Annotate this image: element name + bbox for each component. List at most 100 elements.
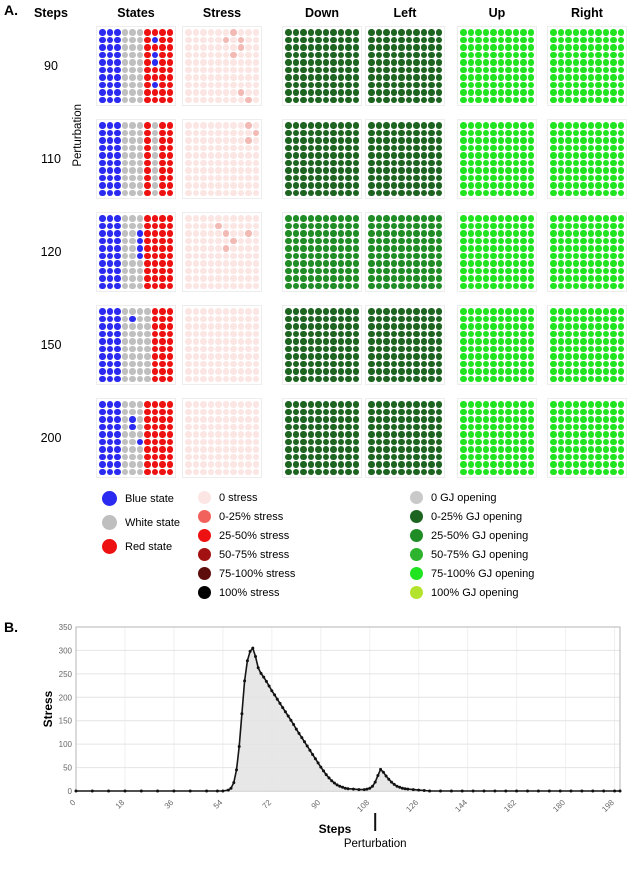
cell-dot bbox=[375, 423, 382, 430]
cell-dot bbox=[337, 137, 344, 144]
cell-dot bbox=[330, 96, 337, 103]
cell-dot bbox=[151, 74, 158, 81]
cell-dot bbox=[337, 275, 344, 282]
cell-dot bbox=[550, 74, 557, 81]
cell-dot bbox=[527, 368, 534, 375]
cell-dot bbox=[330, 360, 337, 367]
cell-dot bbox=[207, 353, 214, 360]
cell-dot bbox=[207, 66, 214, 73]
dot-row bbox=[460, 174, 534, 181]
cell-dot bbox=[413, 81, 420, 88]
cell-dot bbox=[114, 453, 121, 460]
cell-dot bbox=[99, 315, 106, 322]
cell-dot bbox=[467, 215, 474, 222]
cell-dot bbox=[252, 416, 259, 423]
cell-dot bbox=[520, 137, 527, 144]
cell-dot bbox=[200, 461, 207, 468]
stress-line bbox=[76, 646, 620, 792]
cell-dot bbox=[527, 59, 534, 66]
cell-dot bbox=[368, 330, 375, 337]
data-point bbox=[346, 787, 350, 791]
cell-dot bbox=[207, 468, 214, 475]
cell-dot bbox=[435, 44, 442, 51]
cell-dot bbox=[398, 368, 405, 375]
cell-dot bbox=[595, 345, 602, 352]
cell-dot bbox=[322, 360, 329, 367]
cell-dot bbox=[300, 345, 307, 352]
dot-row bbox=[185, 431, 259, 438]
cell-dot bbox=[245, 36, 252, 43]
dot-row bbox=[460, 59, 534, 66]
cell-dot bbox=[420, 36, 427, 43]
cell-dot bbox=[602, 360, 609, 367]
step-label: 200 bbox=[40, 431, 62, 445]
cell-dot bbox=[99, 282, 106, 289]
cell-dot bbox=[580, 416, 587, 423]
cell-dot bbox=[557, 345, 564, 352]
cell-dot bbox=[557, 308, 564, 315]
cell-dot bbox=[383, 159, 390, 166]
cell-dot bbox=[337, 89, 344, 96]
cell-dot bbox=[595, 438, 602, 445]
cell-dot bbox=[252, 36, 259, 43]
cell-dot bbox=[185, 36, 192, 43]
cell-dot bbox=[200, 66, 207, 73]
cell-dot bbox=[144, 453, 151, 460]
cell-dot bbox=[144, 282, 151, 289]
legend-label: 100% GJ opening bbox=[431, 586, 519, 599]
cell-dot bbox=[345, 137, 352, 144]
dot-row bbox=[460, 182, 534, 189]
cell-dot bbox=[505, 408, 512, 415]
cell-dot bbox=[230, 44, 237, 51]
cell-dot bbox=[185, 182, 192, 189]
cell-dot bbox=[527, 159, 534, 166]
cell-dot bbox=[375, 122, 382, 129]
cell-dot bbox=[215, 401, 222, 408]
cell-dot bbox=[300, 375, 307, 382]
cell-dot bbox=[144, 260, 151, 267]
y-tick-label: 250 bbox=[59, 670, 73, 679]
cell-dot bbox=[315, 66, 322, 73]
cell-dot bbox=[610, 222, 617, 229]
cell-dot bbox=[166, 416, 173, 423]
dot-row bbox=[368, 323, 442, 330]
cell-dot bbox=[285, 245, 292, 252]
cell-dot bbox=[129, 182, 136, 189]
cell-dot bbox=[207, 345, 214, 352]
cell-dot bbox=[285, 408, 292, 415]
cell-dot bbox=[237, 237, 244, 244]
cell-dot bbox=[230, 468, 237, 475]
cell-dot bbox=[121, 267, 128, 274]
cell-dot bbox=[185, 189, 192, 196]
cell-dot bbox=[222, 152, 229, 159]
cell-dot bbox=[460, 368, 467, 375]
cell-dot bbox=[527, 416, 534, 423]
cell-dot bbox=[121, 438, 128, 445]
cell-dot bbox=[405, 245, 412, 252]
cell-dot bbox=[185, 282, 192, 289]
cell-dot bbox=[467, 275, 474, 282]
cell-dot bbox=[292, 338, 299, 345]
cell-dot bbox=[572, 323, 579, 330]
cell-dot bbox=[512, 129, 519, 136]
cell-dot bbox=[345, 59, 352, 66]
cell-dot bbox=[185, 353, 192, 360]
cell-dot bbox=[512, 51, 519, 58]
cell-dot bbox=[428, 431, 435, 438]
cell-dot bbox=[237, 59, 244, 66]
cell-dot bbox=[192, 174, 199, 181]
cell-dot bbox=[237, 51, 244, 58]
cell-dot bbox=[617, 282, 624, 289]
cell-dot bbox=[390, 59, 397, 66]
cell-dot bbox=[565, 215, 572, 222]
cell-dot bbox=[482, 174, 489, 181]
cell-dot bbox=[368, 66, 375, 73]
cell-dot bbox=[460, 51, 467, 58]
cell-dot bbox=[121, 222, 128, 229]
cell-dot bbox=[129, 431, 136, 438]
cell-dot bbox=[617, 252, 624, 259]
cell-dot bbox=[368, 408, 375, 415]
cell-dot bbox=[383, 446, 390, 453]
cell-dot bbox=[398, 81, 405, 88]
cell-dot bbox=[398, 44, 405, 51]
